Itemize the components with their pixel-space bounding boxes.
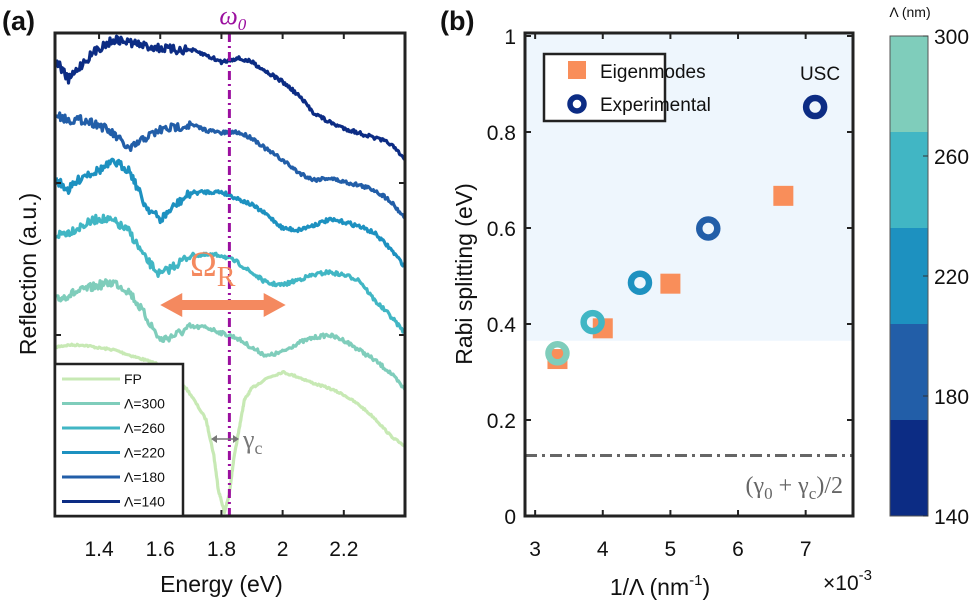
- x-axis-label-sup: -1: [689, 572, 702, 589]
- colorbar-tick-label: 300: [934, 26, 969, 49]
- y-tick-label-b: 0: [504, 506, 516, 529]
- x-tick-label-b: 6: [732, 538, 744, 561]
- legend-box-b: [542, 52, 667, 123]
- colorbar-band: [890, 228, 928, 324]
- gamma-sub: c: [255, 438, 263, 458]
- x-axis-label-end: ): [702, 574, 710, 600]
- eigenmode-marker: [773, 185, 794, 206]
- y-tick-label-b: 0.8: [487, 122, 516, 145]
- legend-label-a: Λ=220: [124, 445, 165, 461]
- x-tick-label-a: 1.4: [84, 538, 114, 561]
- x-tick-label-b: 4: [597, 538, 609, 561]
- x-tick-label-a: 2.2: [329, 538, 358, 561]
- x-axis-label-main: 1/Λ (nm: [610, 574, 689, 600]
- colorbar-band: [890, 420, 928, 516]
- omega0-symbol: ω: [219, 1, 237, 30]
- x-multiplier: ×10-3: [823, 567, 872, 595]
- colorbar-tick-label: 180: [934, 386, 969, 409]
- x-tick-label-b: 7: [800, 538, 812, 561]
- legend-label-a: FP: [124, 371, 142, 387]
- gamma-c-label: γc: [242, 425, 263, 458]
- threshold-label-part: c: [809, 484, 817, 503]
- rabi-symbol: Ω: [190, 244, 217, 284]
- x-axis-label-b: 1/Λ (nm-1): [610, 572, 710, 600]
- plot-area-a: [55, 33, 405, 516]
- legend-b: Eigenmodes Experimental: [542, 52, 711, 123]
- colorbar-tick-label: 260: [934, 146, 969, 169]
- gamma-c-arrowheads: [211, 435, 239, 443]
- legend-label-a: Λ=140: [124, 494, 165, 510]
- rabi-label: ΩR: [190, 244, 236, 293]
- x-tick-label-a: 1.6: [146, 538, 175, 561]
- colorbar-band: [890, 132, 928, 228]
- eigenmode-marker: [660, 273, 681, 294]
- experimental-marker: [545, 341, 570, 366]
- y-tick-label-b: 0.4: [487, 314, 517, 337]
- x-axis-label-a: Energy (eV): [160, 571, 283, 597]
- panel-b: (b)USC(γ0 + γc)/23 4 5 6 700.20.40.60.811/Λ …: [440, 4, 969, 600]
- colorbar-tick-label: 140: [934, 506, 969, 529]
- legend-label-a: Λ=300: [124, 396, 165, 412]
- legend-eigenmodes-marker: [568, 61, 586, 79]
- axes-frame-a: [53, 31, 407, 518]
- y-tick-label-b: 0.2: [487, 410, 516, 433]
- gamma-symbol: γ: [242, 425, 255, 454]
- spectrum-line-3: [55, 157, 405, 268]
- y-axis-label-a: Reflection (a.u.): [15, 193, 41, 355]
- legend-experimental-label: Experimental: [600, 95, 711, 116]
- axes-frame-b: [523, 31, 855, 518]
- threshold-label-part: + γ: [773, 473, 810, 499]
- legend-experimental-marker: [567, 94, 587, 114]
- y-axis-label-b: Rabi splitting (eV): [451, 183, 477, 365]
- colorbar-tick-label: 220: [934, 266, 969, 289]
- colorbar-band: [890, 36, 928, 132]
- omega0-label: ω0: [219, 1, 246, 34]
- legend-label-a: Λ=180: [124, 469, 165, 485]
- x-tick-label-a: 1.8: [207, 538, 236, 561]
- experimental-marker: [627, 270, 653, 295]
- rabi-double-arrow: [160, 293, 286, 317]
- y-tick-label-b: 0.6: [487, 218, 516, 241]
- experimental-marker: [696, 216, 721, 241]
- rabi-sub: R: [217, 262, 236, 293]
- colorbar-band: [890, 324, 928, 420]
- x-tick-label-b: 5: [665, 538, 677, 561]
- legend-label-a: Λ=260: [124, 420, 165, 436]
- usc-label: USC: [800, 64, 840, 85]
- omega0-sub: 0: [238, 15, 247, 34]
- legend-box-a: [53, 362, 185, 518]
- x-tick-label-a: 2: [277, 538, 289, 561]
- threshold-label-part: 0: [764, 484, 773, 503]
- colorbar-title: Λ (nm): [889, 4, 930, 20]
- y-tick-label-b: 1: [504, 26, 516, 49]
- legend-a: FP Λ=300 Λ=260 Λ=220 Λ=180 Λ=140: [53, 362, 185, 518]
- threshold-label: (γ0 + γc)/2: [746, 473, 843, 503]
- experimental-marker: [580, 309, 605, 335]
- threshold-label-part: (γ: [746, 473, 765, 499]
- panel-label-a: (a): [2, 6, 35, 36]
- x-multiplier-base: ×10: [823, 572, 859, 595]
- x-tick-label-b: 3: [529, 538, 541, 561]
- panel-label-b: (b): [440, 6, 474, 36]
- experimental-marker: [802, 94, 828, 120]
- legend-eigenmodes-label: Eigenmodes: [600, 62, 706, 83]
- spectrum-line-1: [55, 278, 405, 391]
- x-multiplier-sup: -3: [859, 567, 872, 584]
- threshold-label-part: )/2: [816, 473, 843, 499]
